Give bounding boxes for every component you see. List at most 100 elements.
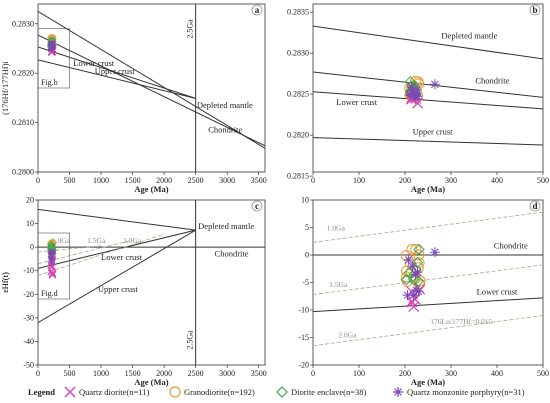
y-tick-label: 0.2825 (287, 90, 309, 99)
panel-letter-circle (251, 4, 263, 16)
panel-letter-circle (251, 200, 263, 212)
sample-points (404, 75, 440, 109)
x-tick-label: 200 (399, 176, 411, 185)
point-qm-porphyry (405, 90, 416, 101)
line-label: 1.0Ga (327, 223, 346, 232)
x-axis-label: Age (Ma) (134, 377, 168, 387)
x-tick-label: 1500 (125, 369, 141, 378)
point-diorite-enclave (413, 243, 425, 256)
line-label: Upper crust (95, 66, 136, 76)
y-tick-label: -10 (298, 306, 309, 315)
x-tick-label: 500 (537, 176, 549, 185)
x-tick-label: 500 (537, 369, 549, 378)
x-axis-label: Age (Ma) (411, 377, 445, 387)
x-tick-label: 500 (64, 176, 76, 185)
panel-letter: b (532, 5, 537, 15)
plot-frame (312, 3, 544, 173)
line-label: 1.5Ga (87, 236, 106, 245)
point-granodiorite (404, 256, 416, 268)
y-tick-label: 10 (301, 196, 309, 205)
x-axis-label: Age (Ma) (411, 184, 445, 194)
y-tick-label: 5 (305, 223, 309, 232)
point-qm-porphyry (406, 85, 417, 96)
x-tick-label: 3500 (251, 369, 267, 378)
line-upper-crust (313, 137, 543, 146)
x-tick-label: 3000 (219, 176, 235, 185)
line-label: Upper crust (98, 284, 139, 294)
point-granodiorite (410, 243, 422, 255)
y-tick-label: 0.2835 (287, 8, 309, 17)
point-quartz-diorite (406, 295, 418, 307)
line-1-5ga (313, 264, 543, 295)
point-qm-porphyry (48, 40, 56, 48)
line-label: Lower crust (101, 252, 142, 262)
legend-label: Granodiorite(n=192) (184, 387, 255, 397)
point-qm-porphyry (47, 45, 55, 53)
line-label: Upper crust (413, 126, 454, 136)
line-label: 176Lu/177Hf=0.015 (430, 317, 492, 326)
point-granodiorite (400, 250, 412, 262)
y-tick-label: 20 (26, 196, 34, 205)
x-tick-label: 3000 (219, 369, 235, 378)
x-tick-label: 500 (64, 369, 76, 378)
legend: Legend Quartz diorite(n=11) Granodiorite(n… (28, 386, 525, 398)
legend-label: Quartz monzonite porphyry(n=31) (407, 387, 525, 397)
x-tick-label: 2500 (188, 176, 204, 185)
line-label: 2.0Ga (338, 331, 357, 340)
x-tick-label: 2500 (188, 369, 204, 378)
line-1-0ga (313, 211, 543, 243)
line-depleted-mantle (38, 10, 265, 149)
point-qm-porphyry (410, 269, 421, 280)
x-tick-label: 300 (445, 369, 457, 378)
line-2-0ga (313, 315, 543, 347)
vline-label: 2.5Ga (186, 19, 195, 39)
y-tick-label: 0.2830 (12, 19, 34, 28)
panel-letter: d (532, 201, 537, 211)
x-tick-label: 2000 (156, 176, 172, 185)
x-tick-label: 100 (353, 369, 365, 378)
x-tick-label: 300 (445, 176, 457, 185)
legend-label: Diorite enclave(n=38) (291, 387, 367, 397)
x-tick-label: 2000 (156, 369, 172, 378)
series-lines (313, 211, 543, 347)
line-lower-crust (38, 229, 196, 269)
line-label: Depleted mantle (197, 100, 253, 110)
point-qm-porphyry (412, 91, 423, 102)
y-tick-label: -40 (23, 337, 34, 346)
point-qm-porphyry (48, 257, 56, 265)
x-tick-label: 1000 (93, 176, 109, 185)
x-tick-label: 400 (491, 176, 503, 185)
point-granodiorite (413, 249, 425, 261)
sample-points (47, 34, 57, 56)
sample-points (47, 239, 57, 279)
y-tick-label: -30 (23, 313, 34, 322)
y-axis-label: εHf(t) (0, 272, 10, 293)
point-qm-porphyry (408, 290, 419, 301)
panel-letter: c (255, 201, 259, 211)
panel-letter: a (255, 5, 260, 15)
point-qm-porphyry (48, 248, 56, 256)
line-label: Depleted mantle (441, 30, 497, 40)
line-lower-crust (38, 46, 196, 99)
panel-letter-circle (529, 4, 541, 16)
line-label: 2.0Ga (123, 236, 142, 245)
panel-a: 0 500 1000 1500 2000 2500 3000 3500 0.2800 0.2810… (0, 3, 267, 194)
y-tick-label: 0.2820 (287, 131, 309, 140)
line-upper-crust (38, 229, 196, 324)
line-label: 1.0Ga (52, 236, 71, 245)
y-tick-label: -10 (23, 266, 34, 275)
line-label: Chondrite (215, 249, 249, 259)
inset-label: Fig.d (41, 289, 58, 298)
line-depleted-mantle (313, 25, 543, 60)
line-label: Chondrite (494, 240, 528, 250)
inset-box (37, 232, 70, 300)
line-lower-crust (313, 297, 543, 313)
y-tick-label: 0.2800 (12, 168, 34, 177)
x-tick-label: 200 (399, 369, 411, 378)
line-chondrite (38, 34, 265, 147)
y-tick-label: 0 (30, 243, 34, 252)
line-label: Lower crust (73, 58, 114, 68)
line-2-0ga (38, 233, 165, 276)
line-label: Lower crust (477, 287, 518, 297)
